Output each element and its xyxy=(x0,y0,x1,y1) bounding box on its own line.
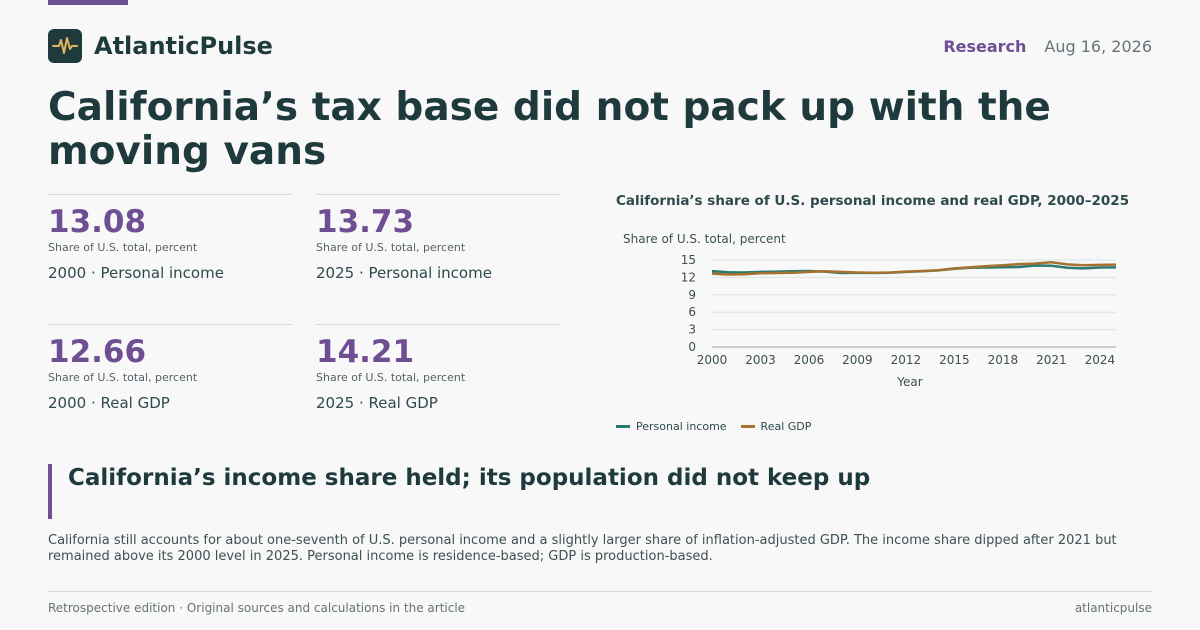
top-accent-bar xyxy=(48,0,128,5)
line-chart: Share of U.S. total, percent 0 3 6 9 12 15 2000… xyxy=(623,232,1117,389)
stat-value: 12.66 xyxy=(48,334,147,370)
footer: Retrospective edition · Original sources… xyxy=(48,591,1152,615)
y-tick-label: 6 xyxy=(688,305,696,319)
x-tick-label: 2003 xyxy=(745,353,776,367)
y-tick-label: 9 xyxy=(688,288,696,302)
chart-legend: Personal income Real GDP xyxy=(616,420,811,433)
stat-unit: Share of U.S. total, percent xyxy=(316,371,466,384)
legend-label: Personal income xyxy=(636,420,727,433)
stat-card: 13.08 Share of U.S. total, percent 2000 … xyxy=(48,194,292,282)
footer-site[interactable]: atlanticpulse xyxy=(1074,601,1152,615)
y-tick-label: 15 xyxy=(681,253,696,267)
footer-note: Retrospective edition · Original sources… xyxy=(48,601,466,615)
summary-paragraph: California still accounts for about one-… xyxy=(48,533,1117,564)
y-tick-label: 3 xyxy=(688,323,696,337)
callout-title: California’s income share held; its popu… xyxy=(68,465,871,491)
stat-card: 14.21 Share of U.S. total, percent 2025 … xyxy=(316,324,560,412)
stat-card: 13.73 Share of U.S. total, percent 2025 … xyxy=(316,194,560,282)
legend-swatch xyxy=(616,425,630,428)
stat-label: 2025 · Personal income xyxy=(316,264,492,282)
x-tick-label: 2012 xyxy=(891,353,922,367)
legend-swatch xyxy=(740,425,755,428)
page-title: California’s tax base did not pack up wi… xyxy=(48,85,1051,174)
legend-item-personal-income: Personal income xyxy=(616,420,727,433)
callout: California’s income share held; its popu… xyxy=(48,464,870,519)
stat-value: 13.08 xyxy=(48,204,147,240)
x-tick-label: 2009 xyxy=(842,353,873,367)
legend-label: Real GDP xyxy=(760,420,812,433)
x-tick-label: 2015 xyxy=(939,353,970,367)
brand-name[interactable]: AtlanticPulse xyxy=(94,32,273,60)
x-tick-label: 2018 xyxy=(988,353,1019,367)
stat-label: 2025 · Real GDP xyxy=(316,394,438,412)
x-tick-label: 2000 xyxy=(697,353,728,367)
site-header: AtlanticPulse Research Aug 16, 2026 xyxy=(48,28,1152,64)
stat-value: 13.73 xyxy=(316,204,415,240)
x-tick-label: 2024 xyxy=(1085,353,1116,367)
x-axis-label: Year xyxy=(896,375,922,389)
stat-card: 12.66 Share of U.S. total, percent 2000 … xyxy=(48,324,292,412)
y-tick-label: 0 xyxy=(688,340,696,354)
pulse-icon[interactable] xyxy=(48,29,82,63)
stat-unit: Share of U.S. total, percent xyxy=(48,371,198,384)
series-line-real-gdp xyxy=(711,261,1117,276)
section-link[interactable]: Research xyxy=(943,36,1027,56)
stat-unit: Share of U.S. total, percent xyxy=(48,241,198,254)
publish-date: Aug 16, 2026 xyxy=(1044,36,1152,56)
stat-label: 2000 · Personal income xyxy=(48,264,224,282)
x-tick-label: 2006 xyxy=(794,353,825,367)
y-axis-label: Share of U.S. total, percent xyxy=(623,232,786,246)
stat-unit: Share of U.S. total, percent xyxy=(316,241,466,254)
stat-label: 2000 · Real GDP xyxy=(48,394,170,412)
legend-item-real-gdp: Real GDP xyxy=(740,420,812,433)
stat-value: 14.21 xyxy=(316,334,415,370)
y-tick-label: 12 xyxy=(681,270,696,284)
x-tick-label: 2021 xyxy=(1036,353,1067,367)
chart-title: California’s share of U.S. personal inco… xyxy=(616,193,1130,209)
